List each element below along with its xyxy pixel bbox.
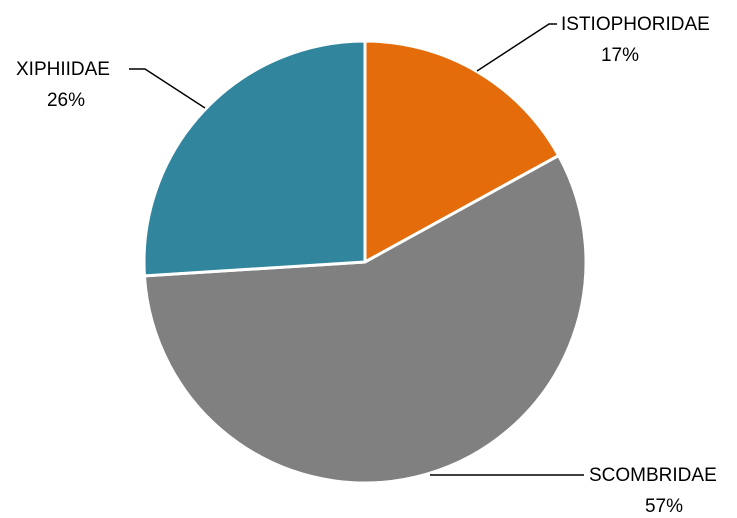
leader-line-xiphiidae [129, 68, 206, 109]
slice-percent-xiphiidae: 26% [47, 90, 85, 111]
slice-percent-scombridae: 57% [645, 496, 683, 517]
slice-label-istiophoridae: ISTIOPHORIDAE [561, 14, 710, 35]
slice-label-xiphiidae: XIPHIIDAE [16, 59, 110, 80]
leader-line-istiophoridae [476, 23, 557, 72]
slice-label-scombridae: SCOMBRIDAE [589, 465, 717, 486]
slice-percent-istiophoridae: 17% [601, 45, 639, 66]
pie-slice-scombridae [142, 154, 588, 485]
pie-slice-istiophoridae [363, 39, 561, 264]
pie-slices [142, 39, 588, 485]
pie-slice-xiphiidae [142, 39, 367, 278]
